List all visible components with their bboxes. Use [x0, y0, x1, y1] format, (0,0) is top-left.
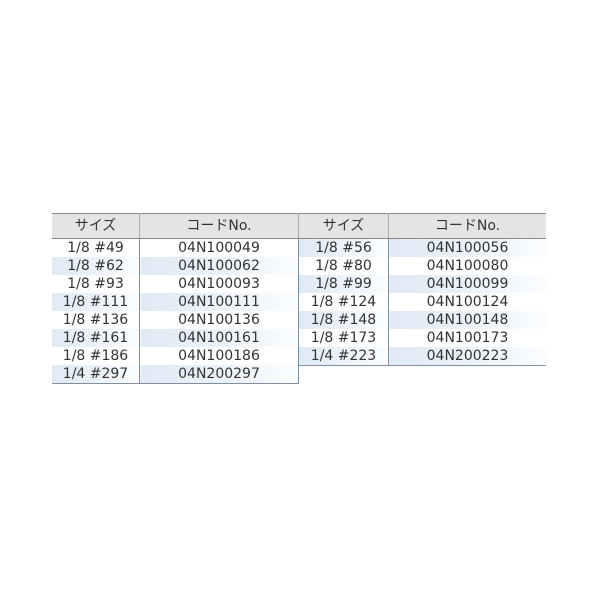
size-code-table-left: サイズ コードNo. 1/8 #49 04N100049 1/8 #62 04N100… [52, 213, 299, 384]
code-cell: 04N100049 [139, 238, 299, 257]
code-cell: 04N100080 [426, 258, 509, 274]
code-cell: 04N100161 [139, 329, 299, 347]
size-cell: 1/8 #173 [299, 329, 389, 347]
code-cell: 04N100136 [139, 311, 299, 329]
size-cell: 1/4 #223 [299, 347, 389, 366]
header-code: コードNo. [388, 213, 546, 239]
size-cell: 1/8 #111 [52, 293, 140, 311]
table-row: 1/8 #173 04N100173 [299, 329, 546, 347]
size-cell: 1/8 #186 [52, 347, 140, 365]
table-row: 1/8 #161 04N100161 [52, 329, 299, 347]
header-row: サイズ コードNo. [299, 213, 546, 239]
code-cell: 04N100093 [139, 275, 299, 293]
header-row: サイズ コードNo. [52, 213, 299, 239]
code-cell: 04N100186 [139, 347, 299, 365]
code-cell: 04N100124 [426, 294, 509, 310]
code-cell: 04N100062 [139, 257, 299, 275]
size-code-table-right: サイズ コードNo. 1/8 #56 04N100056 1/8 #80 04N100… [299, 213, 546, 366]
code-cell: 04N100111 [139, 293, 299, 311]
table-row: 1/8 #93 04N100093 [52, 275, 299, 293]
table-row: 1/8 #80 04N100080 [299, 257, 546, 275]
size-cell: 1/8 #62 [52, 257, 140, 275]
table-row: 1/4 #297 04N200297 [52, 365, 299, 384]
size-cell: 1/8 #93 [52, 275, 140, 293]
size-cell: 1/8 #136 [52, 311, 140, 329]
size-cell: 1/8 #49 [52, 238, 140, 257]
table-row: 1/8 #62 04N100062 [52, 257, 299, 275]
header-code: コードNo. [139, 213, 299, 239]
size-cell: 1/8 #56 [299, 238, 389, 257]
size-cell: 1/8 #80 [299, 257, 389, 275]
size-cell: 1/4 #297 [52, 365, 140, 384]
size-cell: 1/8 #148 [299, 311, 389, 329]
header-size: サイズ [299, 213, 389, 239]
table-row: 1/8 #49 04N100049 [52, 238, 299, 257]
code-cell: 04N100099 [388, 275, 546, 293]
header-size: サイズ [52, 213, 140, 239]
code-cell: 04N200297 [139, 365, 299, 384]
table-row: 1/8 #56 04N100056 [299, 238, 546, 257]
code-cell: 04N100056 [388, 238, 546, 257]
size-cell: 1/8 #124 [299, 293, 389, 311]
table-row: 1/8 #99 04N100099 [299, 275, 546, 293]
code-cell: 04N100148 [388, 311, 546, 329]
code-cell: 04N100173 [426, 330, 509, 346]
table-row: 1/8 #111 04N100111 [52, 293, 299, 311]
size-cell: 1/8 #161 [52, 329, 140, 347]
table-row: 1/8 #148 04N100148 [299, 311, 546, 329]
size-cell: 1/8 #99 [299, 275, 389, 293]
table-row: 1/8 #136 04N100136 [52, 311, 299, 329]
table-row: 1/8 #186 04N100186 [52, 347, 299, 365]
table-row: 1/4 #223 04N200223 [299, 347, 546, 366]
code-cell: 04N200223 [388, 347, 546, 366]
table-row: 1/8 #124 04N100124 [299, 293, 546, 311]
